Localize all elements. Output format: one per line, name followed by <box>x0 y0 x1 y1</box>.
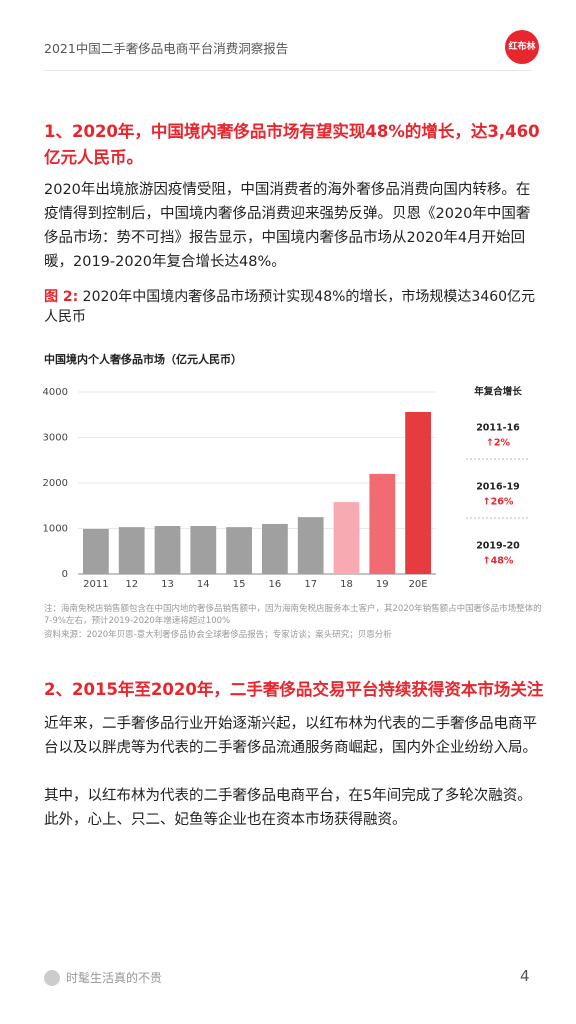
logo: 红布林 <box>505 30 539 64</box>
x-tick-label: 20E <box>409 579 428 590</box>
chart: 中国境内个人奢侈品市场（亿元人民币） 0 1000 2000 3000 4000 2011… <box>43 352 530 590</box>
growth-rate: ↑2% <box>486 438 511 449</box>
page-number: 4 <box>520 967 530 985</box>
section-heading: 2、2015年至2020年，二手奢侈品交易平台持续获得资本市场关注 <box>44 680 544 699</box>
x-tick-label: 2011 <box>83 579 108 590</box>
note: 注：海南免税店销售额包含在中国内地的奢侈品销售额中，因为海南免税店服务本土客户，… <box>44 604 542 626</box>
growth-period: 2016-19 <box>476 482 520 493</box>
growth-rate: ↑48% <box>483 556 514 567</box>
bar <box>190 525 217 574</box>
x-tick-label: 17 <box>304 579 317 590</box>
x-tick-label: 18 <box>340 579 353 590</box>
bar <box>369 473 396 574</box>
footer-logo <box>44 970 60 986</box>
x-tick-label: 14 <box>197 579 210 590</box>
bar <box>405 412 431 574</box>
bar <box>297 517 324 574</box>
y-tick-label: 2000 <box>43 478 68 489</box>
figure-label: 图 2: <box>44 289 79 305</box>
x-tick-label: 12 <box>125 579 138 590</box>
growth-period: 2019-20 <box>476 541 520 552</box>
x-tick-label: 13 <box>161 579 174 590</box>
paragraph: 近年来，二手奢侈品行业开始逐渐兴起，以红布林为代表的二手奢侈品电商平台以及以胖虎… <box>44 716 537 756</box>
footer-brand: 时髦生活真的不贵 <box>66 971 163 985</box>
y-tick-label: 1000 <box>43 524 68 535</box>
bar <box>83 528 109 574</box>
paragraph: 其中，以红布林为代表的二手奢侈品电商平台，在5年间完成了多轮次融资。此外，心上、… <box>44 788 532 828</box>
growth-heading: 年复合增长 <box>474 386 522 398</box>
bar <box>262 523 288 574</box>
header-rule <box>44 70 532 71</box>
header-title: 2021中国二手奢侈品电商平台消费洞察报告 <box>44 41 289 56</box>
growth-period: 2011-16 <box>476 423 520 434</box>
x-tick-label: 19 <box>376 579 389 590</box>
x-tick-label: 16 <box>269 579 282 590</box>
bar <box>154 525 181 574</box>
y-tick-label: 0 <box>62 569 68 580</box>
caption-text: 2020年中国境内奢侈品市场预计实现48%的增长，市场规模达3460亿元人民币 <box>44 289 536 325</box>
paragraph: 2020年出境旅游因疫情受阻，中国消费者的海外奢侈品消费向国内转移。在疫情得到控… <box>44 182 531 270</box>
source: 资料来源：2020年贝恩-意大利奢侈品协会全球奢侈品报告；专家访谈；案头研究；贝… <box>44 630 392 640</box>
y-tick-label: 3000 <box>43 433 68 444</box>
bar <box>118 527 145 574</box>
figure-caption: 图 2: 2020年中国境内奢侈品市场预计实现48%的增长，市场规模达3460亿… <box>44 287 544 327</box>
bar <box>333 502 360 574</box>
growth-rate: ↑26% <box>483 497 514 508</box>
bar <box>226 527 252 574</box>
x-tick-label: 15 <box>233 579 246 590</box>
chart-title: 中国境内个人奢侈品市场（亿元人民币） <box>44 352 242 366</box>
y-tick-label: 4000 <box>43 387 68 398</box>
section-heading: 1、2020年，中国境内奢侈品市场有望实现48%的增长，达3,460亿元人民币。 <box>44 122 540 167</box>
